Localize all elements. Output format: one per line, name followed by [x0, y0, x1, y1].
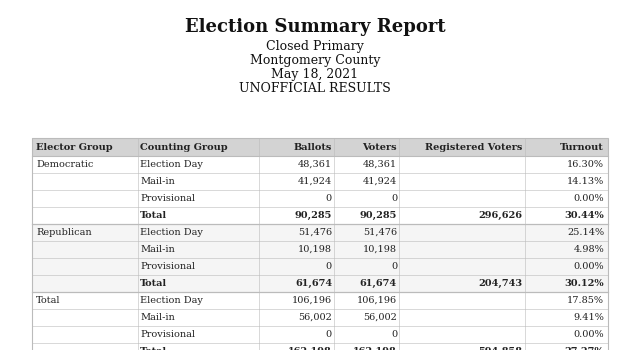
Text: 56,002: 56,002 [298, 313, 332, 322]
Text: 204,743: 204,743 [478, 279, 522, 288]
Bar [32, 292, 608, 309]
Text: Montgomery County: Montgomery County [249, 54, 381, 67]
Text: Election Day: Election Day [140, 296, 203, 305]
Text: 10,198: 10,198 [298, 245, 332, 254]
Text: 48,361: 48,361 [363, 160, 397, 169]
Text: Counting Group: Counting Group [140, 142, 227, 152]
Text: 30.12%: 30.12% [564, 279, 604, 288]
Text: Voters: Voters [362, 142, 397, 152]
Bar [32, 173, 608, 190]
Text: 106,196: 106,196 [357, 296, 397, 305]
Bar [32, 309, 608, 326]
Text: Provisional: Provisional [140, 194, 195, 203]
Text: 0.00%: 0.00% [573, 330, 604, 339]
Bar [32, 224, 608, 241]
Text: 296,626: 296,626 [478, 211, 522, 220]
Bar [32, 241, 608, 258]
Text: Republican: Republican [36, 228, 91, 237]
Text: 90,285: 90,285 [295, 211, 332, 220]
Text: 27.27%: 27.27% [564, 347, 604, 350]
Text: 0: 0 [326, 262, 332, 271]
Text: Total: Total [36, 296, 60, 305]
Bar [32, 138, 608, 156]
Text: Election Day: Election Day [140, 228, 203, 237]
Text: 9.41%: 9.41% [573, 313, 604, 322]
Bar [32, 138, 608, 350]
Text: Mail-in: Mail-in [140, 313, 175, 322]
Text: Provisional: Provisional [140, 330, 195, 339]
Text: UNOFFICIAL RESULTS: UNOFFICIAL RESULTS [239, 82, 391, 95]
Bar [32, 258, 608, 275]
Text: 0.00%: 0.00% [573, 194, 604, 203]
Text: 41,924: 41,924 [363, 177, 397, 186]
Text: Provisional: Provisional [140, 262, 195, 271]
Text: 16.30%: 16.30% [567, 160, 604, 169]
Text: Democratic: Democratic [36, 160, 93, 169]
Text: 10,198: 10,198 [363, 245, 397, 254]
Text: 48,361: 48,361 [298, 160, 332, 169]
Text: Registered Voters: Registered Voters [425, 142, 522, 152]
Text: 61,674: 61,674 [295, 279, 332, 288]
Bar [32, 326, 608, 343]
Text: 14.13%: 14.13% [567, 177, 604, 186]
Text: 0: 0 [326, 194, 332, 203]
Bar [32, 156, 608, 173]
Text: 41,924: 41,924 [298, 177, 332, 186]
Text: 162,198: 162,198 [289, 347, 332, 350]
Text: 51,476: 51,476 [363, 228, 397, 237]
Text: 17.85%: 17.85% [567, 296, 604, 305]
Text: 51,476: 51,476 [298, 228, 332, 237]
Text: 106,196: 106,196 [292, 296, 332, 305]
Text: Total: Total [140, 211, 167, 220]
Text: Election Summary Report: Election Summary Report [185, 18, 445, 36]
Text: 594,858: 594,858 [478, 347, 522, 350]
Bar [32, 190, 608, 207]
Text: 0: 0 [391, 194, 397, 203]
Text: 162,198: 162,198 [353, 347, 397, 350]
Text: 0.00%: 0.00% [573, 262, 604, 271]
Text: Mail-in: Mail-in [140, 245, 175, 254]
Text: Total: Total [140, 279, 167, 288]
Bar [32, 275, 608, 292]
Text: 4.98%: 4.98% [573, 245, 604, 254]
Bar [32, 343, 608, 350]
Text: Elector Group: Elector Group [36, 142, 113, 152]
Bar [32, 207, 608, 224]
Text: 90,285: 90,285 [360, 211, 397, 220]
Text: 0: 0 [326, 330, 332, 339]
Text: 25.14%: 25.14% [567, 228, 604, 237]
Text: Ballots: Ballots [294, 142, 332, 152]
Text: 0: 0 [391, 262, 397, 271]
Text: 0: 0 [391, 330, 397, 339]
Text: Mail-in: Mail-in [140, 177, 175, 186]
Text: 61,674: 61,674 [360, 279, 397, 288]
Text: Total: Total [140, 347, 167, 350]
Text: May 18, 2021: May 18, 2021 [272, 68, 358, 81]
Text: 30.44%: 30.44% [564, 211, 604, 220]
Text: Election Day: Election Day [140, 160, 203, 169]
Text: Closed Primary: Closed Primary [266, 40, 364, 53]
Text: Turnout: Turnout [560, 142, 604, 152]
Text: 56,002: 56,002 [363, 313, 397, 322]
